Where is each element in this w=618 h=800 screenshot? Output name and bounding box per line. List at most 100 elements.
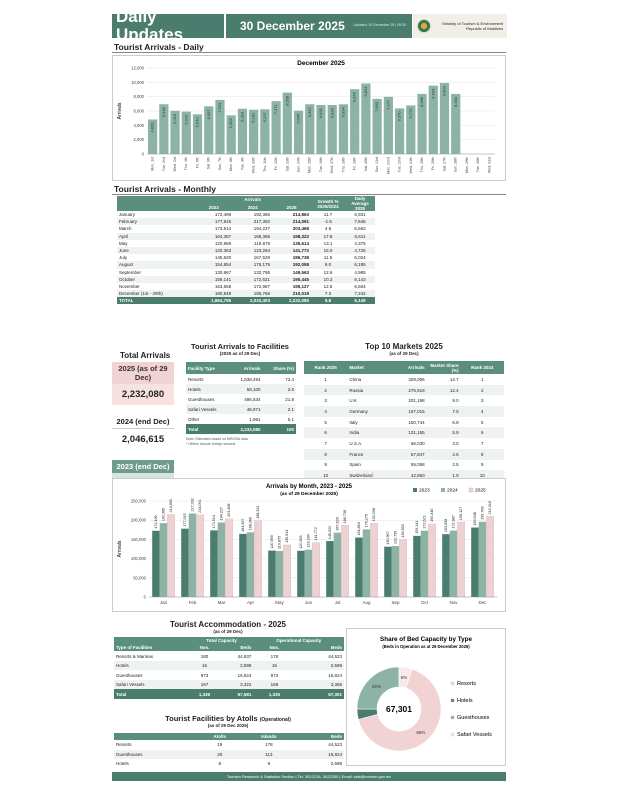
value-cell: 120,363: [214, 248, 232, 254]
month-cell: November: [119, 283, 140, 289]
x-tick-label: Fri, 5th: [195, 157, 199, 168]
month-bar: [304, 549, 313, 597]
data-label: 214,091: [198, 499, 202, 512]
table-row: 10 Switzerland 42,850 1.9 10: [304, 470, 504, 481]
monthly-arrivals-header: Arrivals: [244, 197, 262, 203]
arrivals-cell: 2,232,080: [240, 426, 261, 432]
table-row: August 154,854 176,175 192,058 9.0 6,195: [117, 261, 375, 269]
month-cell: January: [119, 212, 136, 218]
y-tick-label: 100,000: [131, 556, 147, 561]
data-label: 120,363: [299, 535, 303, 548]
facility-type-cell: Other: [188, 416, 200, 422]
table-row: Resorts 1,638,494 73.4: [186, 374, 296, 384]
legend-swatch: [413, 488, 417, 492]
daily-divider: [112, 52, 506, 53]
arrivals-cell: 42,850: [410, 473, 425, 479]
chart-title: Share of Bed Capacity by Type: [380, 636, 472, 643]
facilities-col-header: Facility Type: [188, 365, 215, 371]
month-bar: [442, 534, 450, 597]
daily-bar: [271, 101, 281, 154]
page-title: Daily Updates: [112, 8, 226, 44]
avg-cell: 6,195: [354, 262, 366, 268]
daily-bar: [181, 111, 191, 154]
table-row: 9 Spain 55,058 2.5 9: [304, 460, 504, 471]
y-tick-label: 8,000: [134, 94, 145, 99]
table-row: Safari Vessels 167 3,322 168 3,356: [114, 679, 344, 690]
updated-timestamp: Updated: 30 December 25 | 08:30: [353, 23, 406, 27]
month-bar: [413, 535, 421, 597]
data-label: 132,795: [393, 531, 397, 544]
rank-2024-cell: 5: [481, 419, 484, 425]
beds-cell: 3,322: [240, 682, 252, 688]
rank-2024-cell: 7: [481, 440, 484, 446]
data-label: 180,948: [473, 512, 477, 525]
avg-cell: 6,611: [354, 233, 366, 239]
daily-chart-panel: December 2025 Arrivals 0 2,000 4,000 6,000 8,0…: [112, 55, 506, 181]
arrivals-cell: 55,058: [410, 462, 425, 468]
total-arrivals-title: Total Arrivals: [120, 351, 171, 360]
market-cell: U.K: [349, 398, 357, 404]
data-label: 217,392: [190, 498, 194, 511]
legend-swatch: [450, 732, 455, 737]
market-cell: Russia: [349, 387, 364, 393]
markets-col-header: Arrivals: [407, 365, 425, 370]
daily-bar: [159, 104, 169, 154]
avg-cell: 6,504: [354, 283, 366, 289]
total-year-label: 2023 (end Dec): [112, 460, 174, 473]
x-tick-label: Mon, 22nd: [386, 157, 390, 174]
y-tick-label: 0: [144, 595, 147, 600]
growth-cell: 11.5: [323, 255, 333, 261]
value-cell: 186,738: [292, 255, 309, 261]
value-cell: 141,772: [292, 248, 309, 254]
donut-center-value: 67,301: [386, 704, 412, 714]
atolls-cell: 20: [217, 751, 223, 757]
data-label: 8,568: [284, 95, 289, 106]
table-row: December (1st - 29th) 180,948 195,768 210,0…: [117, 290, 375, 298]
avg-cell: 6,149: [354, 298, 366, 304]
avg-cell: 6,024: [354, 255, 366, 261]
share-cell: 21.8: [285, 396, 294, 402]
rank-cell: 7: [324, 440, 327, 446]
x-tick-label: Jan: [160, 600, 168, 605]
by-month-chart: Arrivals by Month, 2023 - 2025(as of 29 …: [117, 484, 497, 605]
markets-table-body: 1 China 329,006 14.7 1 2 Russia 275,918 12.4 2 3 U.…: [304, 374, 504, 481]
table-row: 8 France 57,847 2.6 8: [304, 448, 504, 460]
facility-type-cell: Hotels: [116, 663, 129, 669]
x-tick-label: Tue, 9th: [240, 157, 244, 170]
data-label: 214,863: [169, 499, 173, 512]
y-tick-label: 4,000: [134, 123, 145, 128]
data-label: 145,620: [328, 526, 332, 539]
y-axis-label: Arrivals: [117, 540, 123, 557]
acc-total-capacity-header: Total Capacity: [206, 638, 237, 644]
avg-cell: 4,726: [354, 248, 366, 254]
x-tick-label: Sun, 28th: [454, 157, 458, 172]
facilities-col-header: Arrivals: [243, 365, 261, 371]
arrivals-cell: 201,198: [408, 398, 425, 404]
month-bar: [167, 514, 175, 598]
share-cell: 2.6: [452, 451, 459, 457]
month-bar: [268, 550, 276, 597]
rank-2024-cell: 8: [481, 451, 484, 457]
table-row: Safari Vessels 46,971 2.1: [186, 404, 296, 414]
facility-type-cell: Safari Vessels: [188, 406, 217, 412]
x-tick-label: Dec: [478, 600, 487, 605]
beds-cell: 2,598: [330, 761, 342, 767]
data-label: 177,915: [183, 513, 187, 526]
atolls-subtitle: (as of 29 Dec 2025): [207, 723, 249, 728]
x-tick-label: Wed, 3rd: [173, 157, 177, 172]
month-bar: [326, 541, 334, 597]
x-tick-label: Tue, 2nd: [162, 157, 166, 171]
month-bar: [355, 537, 363, 597]
legend-label: Guesthouses: [457, 715, 490, 721]
growth-cell: 9.8: [324, 298, 332, 304]
market-cell: Germany: [349, 408, 368, 414]
data-label: 192,058: [372, 508, 376, 521]
market-cell: Italy: [349, 419, 358, 425]
table-row: Resorts & Marinas 180 44,837 178 44,523: [114, 651, 344, 661]
op-nos-cell: 178: [270, 653, 279, 659]
arrivals-cell: 66,030: [410, 440, 425, 446]
y-tick-label: 50,000: [133, 575, 146, 580]
monthly-table-wrap: Arrivals Growth % 2025/2024 Daily Averag…: [117, 196, 375, 305]
y-tick-label: 150,000: [131, 537, 147, 542]
data-label: 203,468: [227, 504, 231, 517]
